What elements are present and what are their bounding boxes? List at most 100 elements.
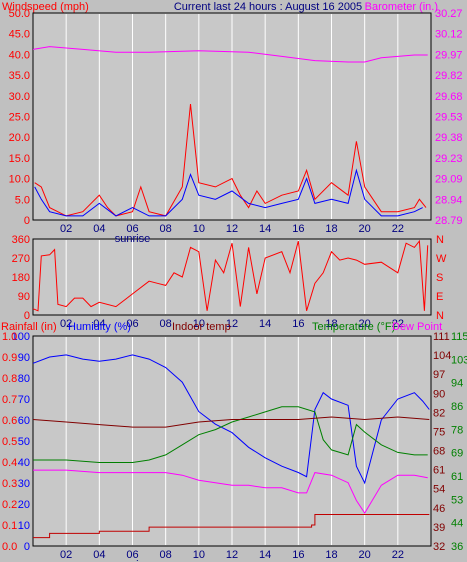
dewpoint-legend: Dew Point [392, 321, 442, 333]
x-tick-1-16: 16 [292, 318, 304, 330]
series-0-windspeed [34, 104, 427, 217]
left-tick-1-3: 270 [12, 253, 30, 265]
left-tick-0-14: 35.0 [9, 70, 30, 82]
series-2-humidity [32, 354, 430, 485]
left-tick-2-10: 100 [12, 331, 30, 343]
x-tick-0-02: 02 [60, 223, 72, 235]
x-tick-1-02: 02 [60, 318, 72, 330]
x-tick-1-22: 22 [392, 318, 404, 330]
left-tick-1-4: 360 [12, 234, 30, 246]
right-tick-0-4: 29.38 [435, 132, 463, 144]
left-tick-2-5: 50 [18, 436, 30, 448]
temperature-axis-title: Temperature (°F) [312, 321, 395, 333]
left-tick-1-0: 0 [24, 310, 30, 322]
chart-title: Current last 24 hours : August 16 2005 [174, 1, 362, 13]
left-tick-2-0: 0 [24, 541, 30, 553]
temp-tick-inner-3: 54 [433, 484, 445, 496]
right-tick-0-5: 29.53 [435, 112, 463, 124]
x-tick-0-22: 22 [392, 223, 404, 235]
x-tick-2-04: 04 [93, 549, 105, 561]
temp-tick-outer-8: 69 [451, 448, 463, 460]
temp-tick-inner-2: 46 [433, 503, 445, 515]
temp-tick-inner-9: 97 [433, 369, 445, 381]
x-tick-1-08: 08 [160, 318, 172, 330]
right-tick-0-0: 28.79 [435, 215, 463, 227]
series-1-direction [32, 239, 429, 312]
windspeed-axis-title: Windspeed (mph) [2, 1, 89, 13]
humidity-axis-title: Humidity (%) [68, 321, 131, 333]
right-tick-0-9: 30.12 [435, 29, 463, 41]
x-tick-1-18: 18 [325, 318, 337, 330]
x-tick-2-10: 10 [193, 549, 205, 561]
left-tick-1-2: 180 [12, 272, 30, 284]
temp-tick-outer-10: 78 [451, 424, 463, 436]
x-tick-2-14: 14 [259, 549, 271, 561]
temp-tick-outer-16: 103 [451, 354, 467, 366]
x-tick-0-10: 10 [193, 223, 205, 235]
x-tick-0-08: 08 [160, 223, 172, 235]
left-tick-2-9: 90 [18, 352, 30, 364]
right-tick-0-10: 30.27 [435, 8, 463, 20]
sunrise-label-0: sunrise [115, 233, 150, 245]
x-tick-0-20: 20 [359, 223, 371, 235]
left-tick-0-6: 15.0 [9, 153, 30, 165]
left-tick-2-3: 30 [18, 478, 30, 490]
indoor-temp-legend: Indoor temp [172, 321, 231, 333]
right-tick-0-7: 29.82 [435, 70, 463, 82]
series-2-rainfall [33, 514, 430, 539]
temp-tick-inner-4: 61 [433, 465, 445, 477]
x-tick-0-06: 06 [126, 223, 138, 235]
sunrise-label-2: sunrise [115, 559, 150, 562]
right-tick-0-1: 28.94 [435, 194, 463, 206]
rain-tick-10: 1.0 [2, 331, 17, 343]
left-tick-2-6: 60 [18, 415, 30, 427]
x-tick-0-04: 04 [93, 223, 105, 235]
left-tick-0-12: 30.0 [9, 91, 30, 103]
series-0-barometer [32, 46, 428, 63]
x-tick-1-14: 14 [259, 318, 271, 330]
left-tick-1-1: 90 [18, 291, 30, 303]
left-tick-2-2: 20 [18, 499, 30, 511]
temp-tick-outer-18: 115 [451, 331, 467, 343]
x-tick-2-02: 02 [60, 549, 72, 561]
series-2-indoor-temp [32, 416, 430, 428]
left-tick-0-8: 20.0 [9, 132, 30, 144]
x-tick-1-06: 06 [126, 318, 138, 330]
temp-tick-inner-11: 111 [433, 331, 450, 343]
left-tick-0-20: 50.0 [9, 8, 30, 20]
left-tick-0-2: 5.0 [15, 194, 30, 206]
x-tick-1-10: 10 [193, 318, 205, 330]
x-tick-0-18: 18 [325, 223, 337, 235]
left-tick-2-4: 40 [18, 457, 30, 469]
x-tick-1-20: 20 [359, 318, 371, 330]
x-tick-0-16: 16 [292, 223, 304, 235]
temp-tick-outer-2: 44 [451, 518, 463, 530]
rain-tick-3: 0.3 [2, 478, 17, 490]
rain-tick-2: 0.2 [2, 499, 17, 511]
temp-tick-inner-7: 82 [433, 407, 445, 419]
compass-tick-3: W [436, 253, 447, 265]
right-tick-0-3: 29.23 [435, 153, 463, 165]
x-tick-2-06: 06 [126, 549, 138, 561]
temp-tick-outer-12: 86 [451, 401, 463, 413]
rain-tick-0: 0.0 [2, 541, 17, 553]
x-tick-2-16: 16 [292, 549, 304, 561]
compass-tick-0: N [436, 310, 444, 322]
rain-tick-5: 0.5 [2, 436, 17, 448]
temp-tick-inner-8: 90 [433, 388, 445, 400]
rain-tick-6: 0.6 [2, 415, 17, 427]
x-tick-2-12: 12 [226, 549, 238, 561]
left-tick-0-10: 25.0 [9, 112, 30, 124]
right-tick-0-8: 29.97 [435, 49, 463, 61]
x-tick-1-12: 12 [226, 318, 238, 330]
temp-tick-outer-0: 36 [451, 541, 463, 553]
x-tick-2-08: 08 [160, 549, 172, 561]
rainfall-axis-title: Rainfall (in) [1, 321, 57, 333]
series-2-dew-point [33, 469, 428, 515]
left-tick-0-4: 10.0 [9, 174, 30, 186]
left-tick-2-8: 80 [18, 373, 30, 385]
compass-tick-2: S [436, 272, 443, 284]
rain-tick-4: 0.4 [2, 457, 17, 469]
left-tick-0-0: 0 [24, 215, 30, 227]
